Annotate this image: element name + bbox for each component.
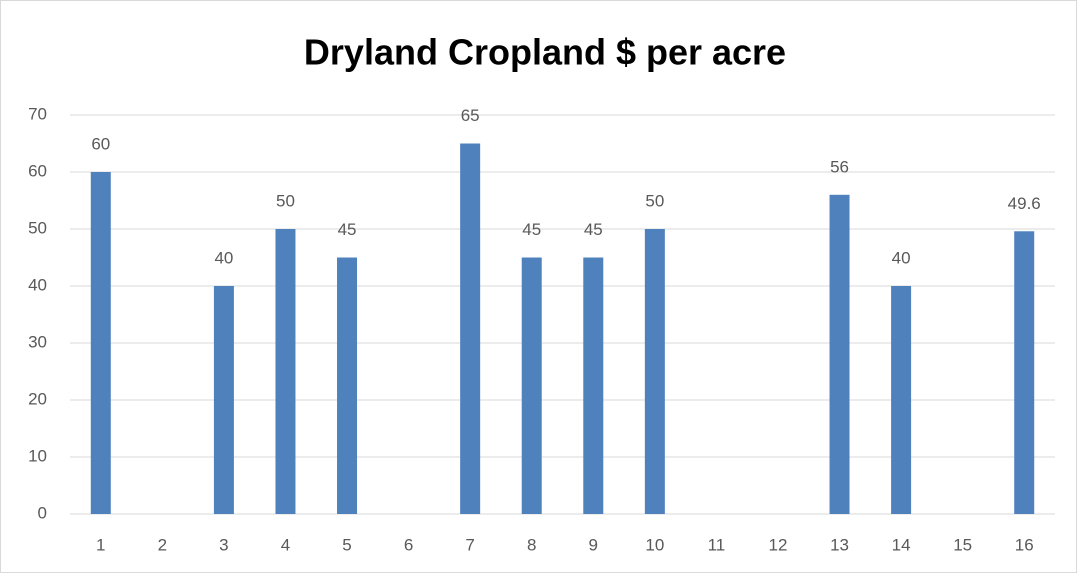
x-tick-label: 12: [769, 535, 788, 554]
x-tick-label: 7: [465, 535, 474, 554]
x-tick-label: 1: [96, 535, 105, 554]
data-label: 50: [276, 191, 295, 210]
x-tick-label: 13: [830, 535, 849, 554]
bar: [275, 229, 296, 514]
bar: [829, 194, 850, 515]
x-tick-label: 4: [281, 535, 290, 554]
data-label: 50: [645, 191, 664, 210]
bar: [644, 229, 665, 514]
x-tick-label: 2: [158, 535, 167, 554]
x-tick-label: 6: [404, 535, 413, 554]
x-tick-label: 3: [219, 535, 228, 554]
x-tick-label: 16: [1015, 535, 1034, 554]
bar: [583, 257, 604, 514]
y-tick-label: 60: [28, 161, 47, 180]
x-tick-label: 11: [708, 535, 726, 554]
data-label: 45: [522, 220, 541, 239]
bar: [90, 172, 111, 514]
bar: [337, 257, 358, 514]
data-label: 45: [338, 220, 357, 239]
x-tick-label: 9: [589, 535, 598, 554]
x-tick-label: 8: [527, 535, 536, 554]
x-tick-label: 10: [645, 535, 664, 554]
y-tick-label: 40: [28, 275, 47, 294]
data-label: 40: [892, 248, 911, 267]
y-tick-label: 50: [28, 218, 47, 237]
x-tick-label: 15: [953, 535, 972, 554]
y-tick-label: 30: [28, 332, 47, 351]
bar: [891, 286, 912, 514]
y-tick-label: 10: [28, 446, 47, 465]
data-label: 45: [584, 220, 603, 239]
y-tick-label: 20: [28, 389, 47, 408]
data-label: 49.6: [1008, 194, 1041, 213]
bar: [1014, 231, 1035, 514]
bar: [213, 286, 234, 514]
bar: [521, 257, 542, 514]
data-label: 56: [830, 157, 849, 176]
bar: [460, 143, 481, 514]
data-label: 40: [214, 248, 233, 267]
data-label: 65: [461, 106, 480, 125]
y-tick-label: 0: [38, 503, 47, 522]
x-tick-label: 14: [892, 535, 911, 554]
chart-title: Dryland Cropland $ per acre: [304, 32, 786, 73]
y-tick-label: 70: [28, 104, 47, 123]
data-label: 60: [91, 134, 110, 153]
x-tick-label: 5: [342, 535, 351, 554]
